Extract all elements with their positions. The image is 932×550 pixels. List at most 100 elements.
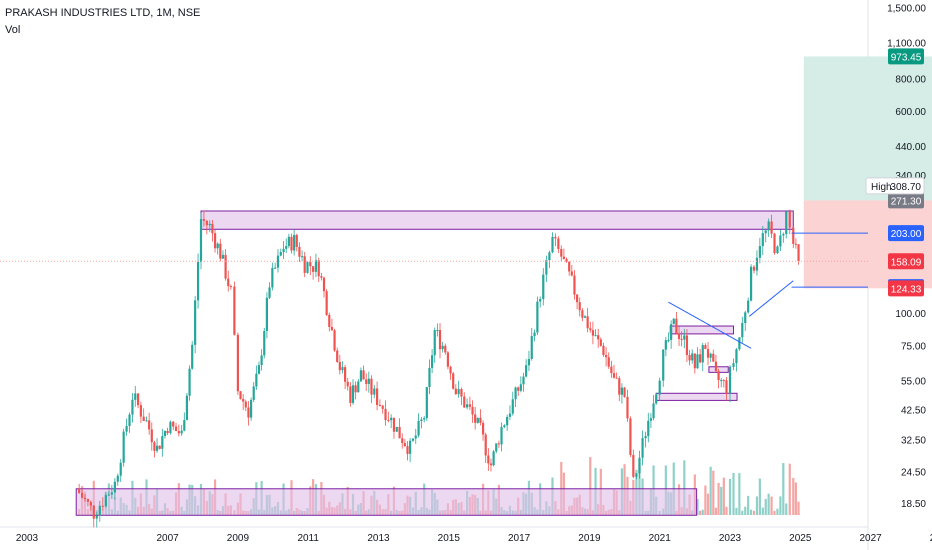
candle-body [153,442,156,451]
candle-body [233,286,236,335]
candle-body [344,367,347,382]
high-value: 308.70 [890,182,921,193]
stop-price-tag: 124.33 [891,284,922,295]
candle-body [239,391,242,400]
volume-bar [699,510,702,515]
candle-body [508,413,512,417]
candle-body [607,357,610,367]
candle-body [741,323,744,338]
volume-bar [696,499,699,515]
candle-body [667,339,670,341]
candle-body [392,417,396,432]
candle-body [213,233,217,249]
candle-body [148,420,151,430]
price-tick-label: 32.50 [901,436,926,447]
candle-body [492,451,495,466]
candle-body [163,430,167,437]
stop-price-tag-bg [888,280,924,297]
time-tick-label: 2007 [156,533,179,544]
candle-body [749,266,753,301]
support-resistance-zone[interactable] [75,488,698,516]
candle-body [155,445,159,451]
candle-body [274,267,277,269]
candle-body [320,276,323,278]
candle-body [794,243,798,245]
candle-body [460,388,463,397]
price-axis[interactable]: 1,500.00 1,100.00 800.00 600.00 440.00 340.00… [887,4,926,510]
trend-line[interactable] [749,280,794,317]
candle-body [575,294,579,303]
candle-body [351,385,355,403]
candle-body [597,335,600,340]
candle-body [216,243,219,249]
time-axis[interactable]: 2003 2007 2009 2011 2013 2015 2017 2019 2021 2023… [16,533,932,544]
candle-body [336,350,339,362]
projection-layer[interactable] [803,56,932,289]
symbol-title[interactable]: PRAKASH INDUSTRIES LTD, 1M, NSE [5,7,201,19]
zones-layer[interactable] [75,210,794,516]
candle-body [444,345,447,353]
candle-body [244,401,247,408]
candle-body [649,418,653,421]
candle-body [770,221,773,234]
support-resistance-zone[interactable] [200,210,794,230]
price-tick-label: 1,100.00 [887,39,926,50]
price-tick-label: 24.50 [901,467,926,478]
volume-bar [758,478,761,515]
target-zone[interactable] [803,56,932,201]
candle-body [177,431,180,434]
candle-body [463,396,466,408]
trend-line[interactable] [668,301,752,349]
volume-bar [725,506,728,515]
candle-body [758,246,761,258]
volume-bar [732,472,735,515]
volume-bar [709,466,712,515]
candle-body [797,244,800,262]
candle-body [428,367,431,388]
candle-body [367,378,370,384]
candle-body [691,353,694,361]
candle-body [104,495,107,507]
candle-body [110,492,113,495]
candle-body [675,318,678,334]
candle-body [433,330,436,356]
candle-body [506,416,509,426]
candle-body [522,376,525,385]
trendlines-layer[interactable] [0,232,868,349]
candle-body [107,494,110,496]
volume-bar [738,473,741,515]
volume-bar [683,460,686,515]
candle-body [295,235,298,247]
candle-body [454,388,457,395]
candle-body [776,246,779,254]
entry-price-tag: 271.30 [891,196,922,207]
stop-zone[interactable] [803,200,932,289]
price-tick-label: 340.00 [895,171,926,182]
candle-body [378,404,382,406]
candle-body [199,219,203,262]
volume-bar [741,510,744,515]
candle-body [638,457,641,474]
candle-body [236,334,239,392]
candle-body [629,418,632,455]
candle-body [341,367,344,371]
candle-body [767,221,770,231]
candle-body [384,408,387,420]
candle-body [221,254,225,259]
candle-body [317,260,320,277]
support-resistance-zone[interactable] [655,392,738,401]
high-label: High [871,182,892,193]
candle-body [706,349,710,358]
candle-body [578,302,581,311]
candle-body [441,345,444,350]
candle-body [589,328,592,331]
candle-body [536,301,539,333]
candle-body [755,257,759,271]
volume-bar [720,486,723,515]
candle-body [503,425,506,428]
candle-body [300,256,304,258]
volume-label[interactable]: Vol [5,24,21,36]
candle-body [602,345,605,356]
candle-body [202,219,206,221]
